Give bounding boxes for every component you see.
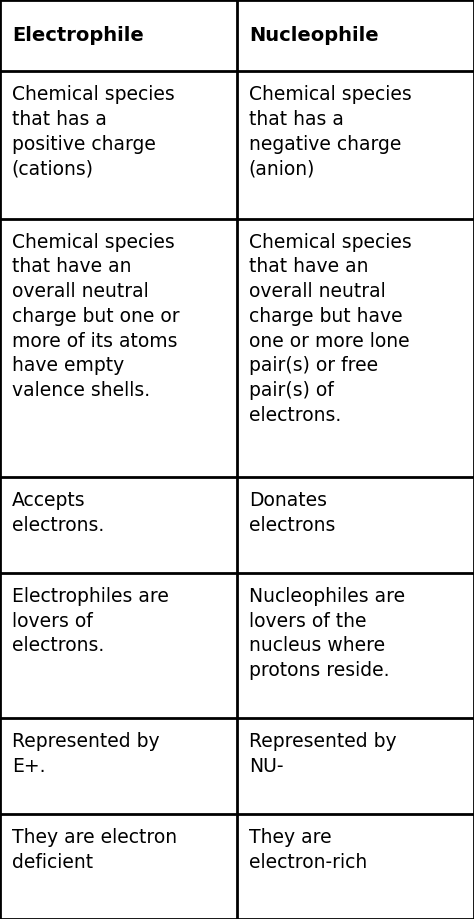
- Text: Chemical species
that have an
overall neutral
charge but one or
more of its atom: Chemical species that have an overall ne…: [12, 233, 180, 400]
- Text: Chemical species
that have an
overall neutral
charge but have
one or more lone
p: Chemical species that have an overall ne…: [249, 233, 411, 425]
- Text: Donates
electrons: Donates electrons: [249, 491, 335, 535]
- Text: Represented by
E+.: Represented by E+.: [12, 732, 159, 776]
- Text: Chemical species
that has a
negative charge
(anion): Chemical species that has a negative cha…: [249, 85, 411, 178]
- Text: Nucleophiles are
lovers of the
nucleus where
protons reside.: Nucleophiles are lovers of the nucleus w…: [249, 587, 405, 680]
- Text: They are electron
deficient: They are electron deficient: [12, 828, 177, 872]
- Text: Accepts
electrons.: Accepts electrons.: [12, 491, 104, 535]
- Text: Chemical species
that has a
positive charge
(cations): Chemical species that has a positive cha…: [12, 85, 174, 178]
- Text: Electrophile: Electrophile: [12, 26, 144, 45]
- Text: Nucleophile: Nucleophile: [249, 26, 378, 45]
- Text: Electrophiles are
lovers of
electrons.: Electrophiles are lovers of electrons.: [12, 587, 169, 655]
- Text: They are
electron-rich: They are electron-rich: [249, 828, 367, 872]
- Text: Represented by
NU-: Represented by NU-: [249, 732, 396, 776]
